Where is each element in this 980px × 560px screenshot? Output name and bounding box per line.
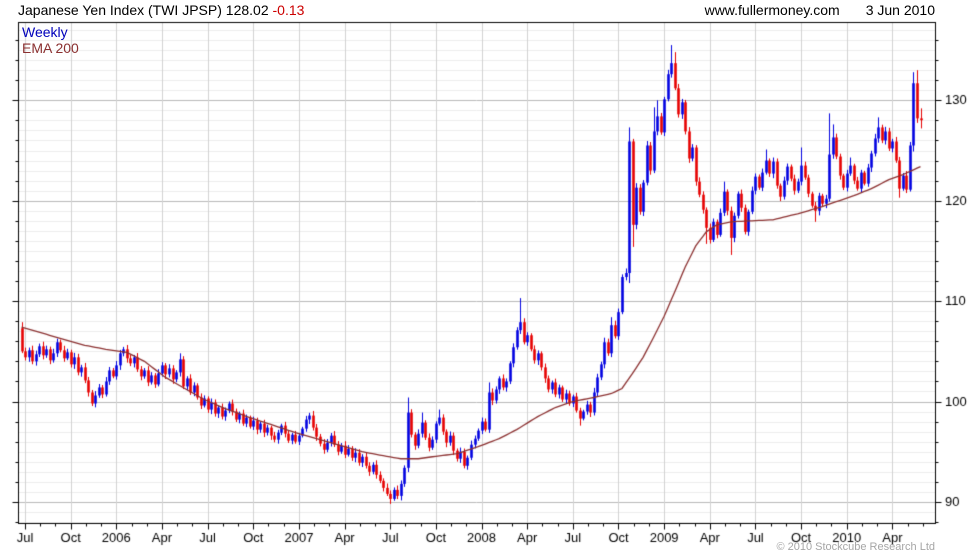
page-title: Japanese Yen Index (TWI JPSP) 128.02 -0.… [18,2,304,18]
header-right: www.fullermoney.com 3 Jun 2010 [705,2,935,18]
instrument-name: Japanese Yen Index (TWI JPSP) [18,2,222,18]
legend-ema: EMA 200 [22,40,79,56]
legend-timeframe: Weekly [22,24,68,40]
last-price: 128.02 [225,2,269,18]
price-change: -0.13 [272,2,305,18]
chart-date: 3 Jun 2010 [865,2,935,18]
copyright-notice: © 2010 Stockcube Research Ltd [776,541,935,553]
site-link[interactable]: www.fullermoney.com [704,2,840,18]
